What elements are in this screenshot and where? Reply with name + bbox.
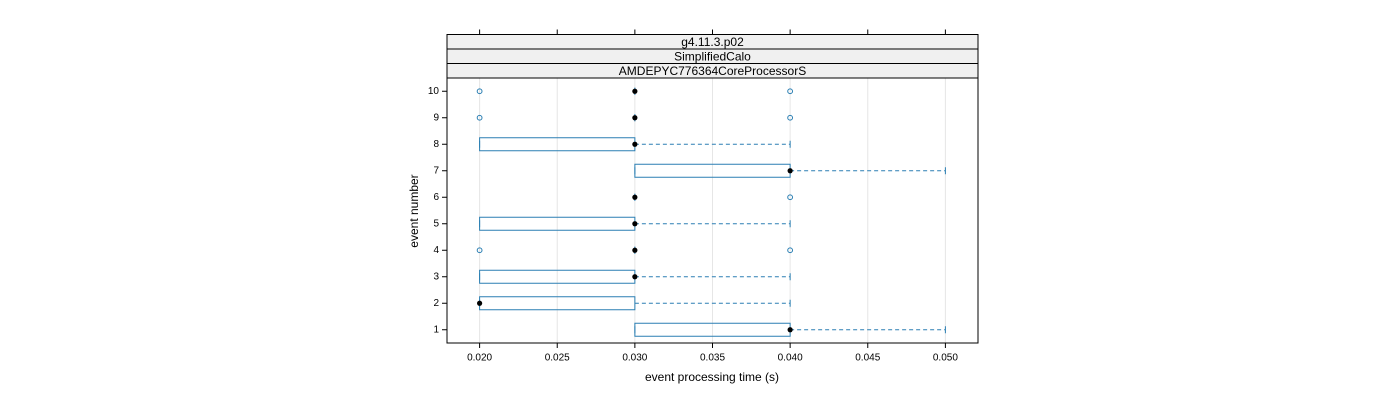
median bbox=[632, 194, 638, 200]
x-axis-title: event processing time (s) bbox=[645, 370, 779, 384]
y-axis-title: event number bbox=[407, 174, 421, 247]
strip-label: g4.11.3.p02 bbox=[681, 35, 744, 49]
y-tick-label: 9 bbox=[433, 112, 439, 123]
outlier bbox=[476, 88, 483, 95]
median bbox=[632, 141, 638, 147]
x-tick-label: 0.035 bbox=[700, 353, 725, 364]
y-tick-label: 6 bbox=[433, 192, 439, 203]
x-tick-label: 0.025 bbox=[545, 353, 570, 364]
median bbox=[632, 115, 638, 121]
median bbox=[632, 221, 638, 227]
x-tick-label: 0.030 bbox=[622, 353, 647, 364]
strip-label: SimplifiedCalo bbox=[674, 49, 751, 63]
outlier bbox=[476, 247, 483, 254]
median bbox=[632, 88, 638, 94]
median bbox=[477, 300, 483, 306]
panel bbox=[446, 77, 979, 344]
x-tick-label: 0.045 bbox=[855, 353, 880, 364]
outlier bbox=[476, 114, 483, 121]
y-tick-label: 5 bbox=[433, 218, 439, 229]
x-tick-label: 0.050 bbox=[933, 353, 958, 364]
median bbox=[787, 327, 793, 333]
x-tick-label: 0.020 bbox=[467, 353, 492, 364]
y-tick-label: 8 bbox=[433, 139, 439, 150]
y-tick-label: 10 bbox=[428, 86, 440, 97]
y-tick-label: 4 bbox=[433, 245, 439, 256]
y-tick-label: 7 bbox=[433, 165, 439, 176]
y-tick-label: 3 bbox=[433, 271, 439, 282]
median bbox=[787, 168, 793, 174]
median bbox=[632, 274, 638, 280]
y-tick-label: 1 bbox=[433, 324, 439, 335]
outlier bbox=[787, 194, 794, 201]
outlier bbox=[787, 247, 794, 254]
outlier bbox=[787, 88, 794, 95]
outlier bbox=[787, 114, 794, 121]
y-tick-label: 2 bbox=[433, 298, 439, 309]
median bbox=[632, 247, 638, 253]
x-tick-label: 0.040 bbox=[778, 353, 803, 364]
strip-label: AMDEPYC776364CoreProcessorS bbox=[619, 64, 806, 78]
